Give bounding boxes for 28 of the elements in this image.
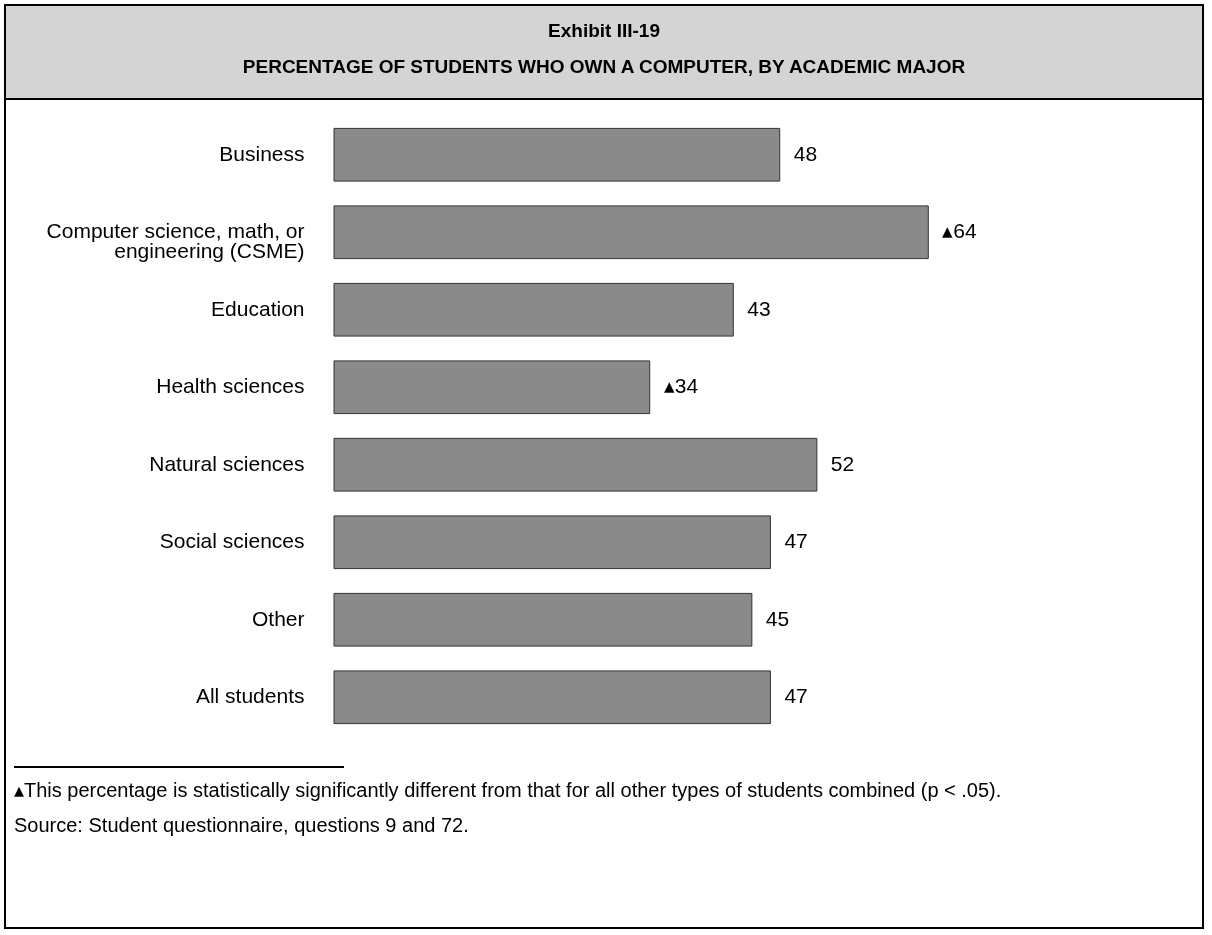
data-label: 43 [747, 296, 771, 320]
data-label: ▴34 [663, 374, 699, 398]
data-label: 48 [793, 141, 818, 165]
bar [333, 670, 771, 725]
source-note: Source: Student questionnaire, questions 9 and 72. [14, 814, 470, 837]
y-tick-label: Health sciences [156, 374, 305, 398]
y-tick-label: Natural sciences [149, 451, 305, 475]
data-label: 52 [830, 451, 855, 475]
bar [333, 437, 818, 492]
data-label: 47 [784, 529, 808, 553]
y-tick-label: All students [195, 684, 305, 708]
data-label: 45 [765, 606, 790, 630]
bar [333, 127, 781, 182]
text: ▴This percentage is statistically significantly different from that for all other types of students combined (p < .05). [14, 778, 1003, 802]
data-label: ▴64 [942, 219, 977, 243]
bar [333, 592, 753, 647]
bar [333, 360, 651, 415]
chart-title: Exhibit III-19 [547, 19, 661, 42]
y-tick-label: Social sciences [159, 529, 305, 553]
bar [333, 515, 771, 570]
bar [333, 205, 929, 260]
data-label: 47 [784, 684, 808, 708]
y-tick-label: Computer science, math, or engineering (CSME) [46, 219, 305, 263]
y-tick-label: Business [219, 141, 305, 165]
bar [333, 282, 734, 337]
y-tick-label: Education [211, 296, 305, 320]
chart-subtitle: PERCENTAGE OF STUDENTS WHO OWN A COMPUTER, BY ACADEMIC MAJOR [241, 55, 967, 78]
y-tick-label: Other [251, 606, 305, 630]
